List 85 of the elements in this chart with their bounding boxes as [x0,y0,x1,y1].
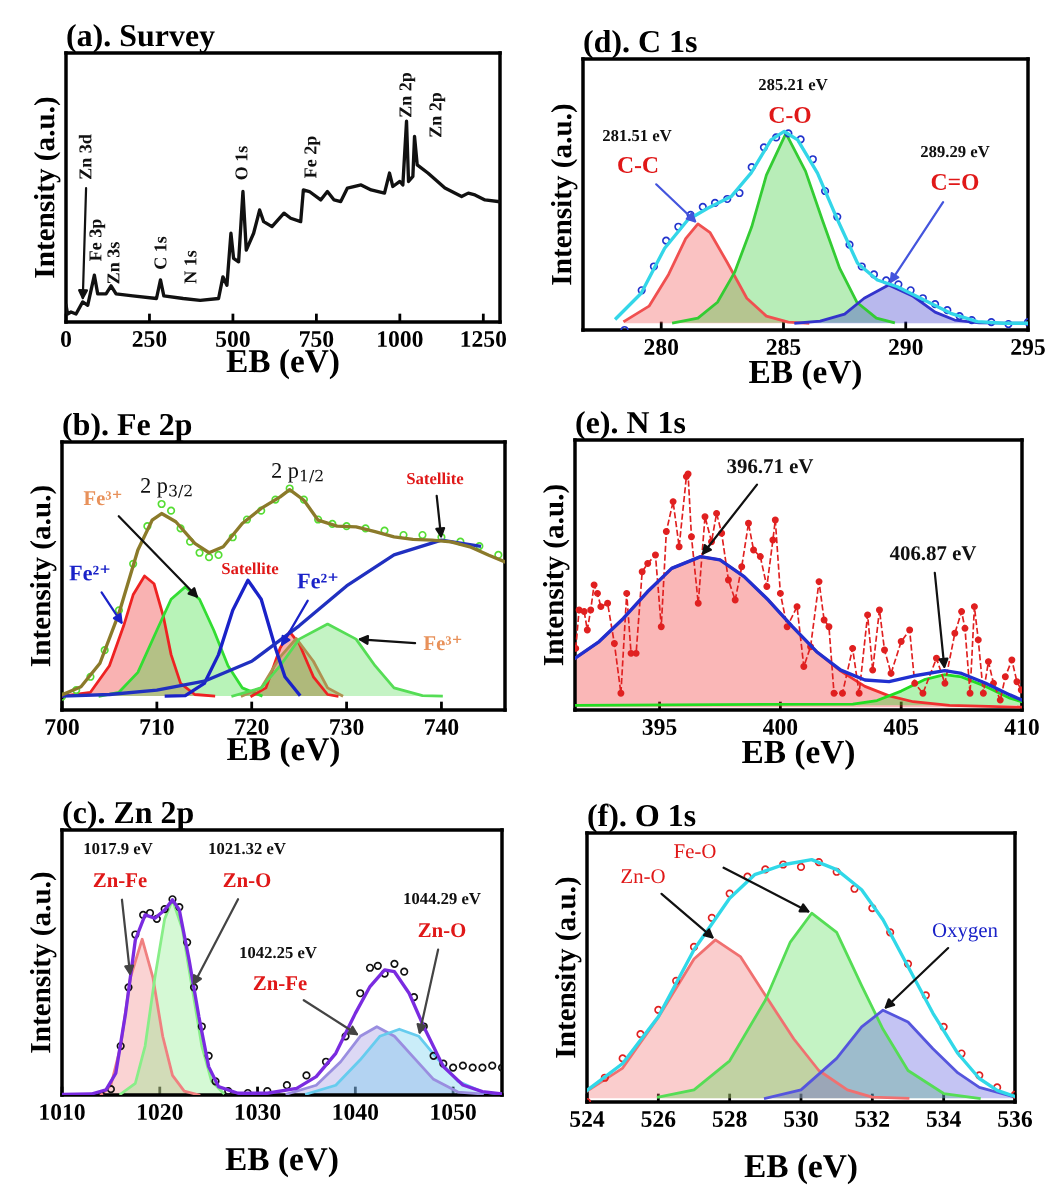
x-tick-label: 528 [712,1111,747,1127]
x-tick-label: 534 [926,1111,961,1127]
annotation: 2 p$_{3/2}$ [141,478,192,498]
annotation: Zn-Fe [93,873,147,888]
x-tick-label: 1020 [138,1104,183,1120]
x-tick-label: 740 [425,719,459,735]
x-tick-label: 395 [642,719,677,735]
text: 1017.9 eV [84,842,153,855]
annotation: Zn 2p [429,92,446,137]
annotation: Oxygen [932,923,998,942]
x-axis-title: EB (eV) [744,1153,857,1185]
annotation: Zn 3s [107,242,120,284]
x-axis-title: EB (eV) [749,359,861,390]
x-tick-label: 295 [1011,339,1045,355]
x-tick-label: 750 [300,331,334,347]
chart-title: (a). Survey [67,23,215,53]
text: 285.21 eV [758,78,828,91]
x-axis-title: EB (eV) [227,736,339,768]
annotation: Zn 3d [78,134,92,179]
x-tick-label: 532 [855,1111,890,1127]
annotation: Zn-O [621,869,665,884]
x-axis-title: EB (eV) [225,1146,338,1178]
annotation: Fe³⁺ [83,490,122,506]
text: 1021.32 eV [209,842,286,855]
x-axis-title: EB (eV) [742,739,854,770]
x-tick-label: 720 [235,719,269,735]
annotation: Zn-Fe [253,976,307,991]
annotation: 1044.29 eV [404,892,481,905]
x-tick-label: 400 [762,719,798,735]
annotation: 1042.25 eV [240,946,317,959]
annotation: Zn-O [223,873,271,888]
annotation: Fe 2p [304,136,321,179]
annotation: O 1s [235,146,248,180]
x-tick-label: 730 [330,719,364,735]
x-tick-label: 524 [570,1111,605,1127]
annotation: Fe-O [674,844,716,859]
x-tick-label: 710 [140,719,174,735]
annotation: Satellite [407,472,464,485]
x-tick-label: 1250 [461,331,507,347]
annotation: Fe²⁺ [297,573,338,589]
x-tick-label: 410 [1004,719,1039,735]
annotation: C 1s [154,236,167,269]
x-tick-label: 290 [889,339,923,355]
x-tick-label: 1010 [40,1104,85,1120]
x-tick-label: 700 [45,719,79,735]
x-tick-label: 280 [644,339,679,355]
x-tick-label: 536 [998,1111,1033,1127]
annotation: Fe 3p [89,219,106,262]
chart-title: (d). C 1s [584,29,697,59]
y-axis-title: Intensity (a.u.) [542,485,570,666]
annotation: Zn 2p [399,72,416,117]
x-tick-label: 1050 [431,1104,476,1120]
y-axis-title: Intensity (a.u.) [550,104,578,285]
annotation: 289.29 eV [920,145,990,158]
annotation: 396.71 eV [727,459,814,474]
annotation: N 1s [184,250,197,284]
x-tick-label: 1040 [333,1104,379,1120]
annotation: C-O [769,107,811,123]
x-axis-title: EB (eV) [226,348,339,380]
x-tick-label: 250 [132,331,167,347]
annotation: 2 p$_{1/2}$ [272,463,323,483]
annotation: Zn-O [418,923,466,938]
x-tick-label: 530 [784,1111,818,1127]
x-tick-label: 1000 [378,331,423,347]
annotation: C=O [931,174,979,190]
y-axis-title: Intensity (a.u.) [33,97,61,278]
annotation: Fe³⁺ [423,635,462,651]
annotation: Satellite [222,562,279,575]
x-tick-label: 405 [883,719,919,735]
x-tick-label: 285 [766,339,801,355]
annotation: 406.87 eV [889,546,977,561]
x-tick-label: 526 [641,1111,676,1127]
annotation: C-C [618,157,658,173]
chart-title: (b). Fe 2p [63,412,192,442]
x-tick-label: 500 [216,331,250,347]
x-tick-label: 1030 [235,1104,281,1120]
annotation: Fe²⁺ [69,565,110,581]
y-axis-title: Intensity (a.u.) [29,872,57,1053]
chart-title: (f). O 1s [588,803,696,833]
annotation: 281.51 eV [602,129,672,142]
chart-title: (c). Zn 2p [63,800,193,830]
chart-title: (e). N 1s [576,410,686,440]
x-tick-label: 0 [61,331,71,347]
y-axis-title: Intensity (a.u.) [554,877,582,1058]
y-axis-title: Intensity (a.u.) [29,486,57,667]
